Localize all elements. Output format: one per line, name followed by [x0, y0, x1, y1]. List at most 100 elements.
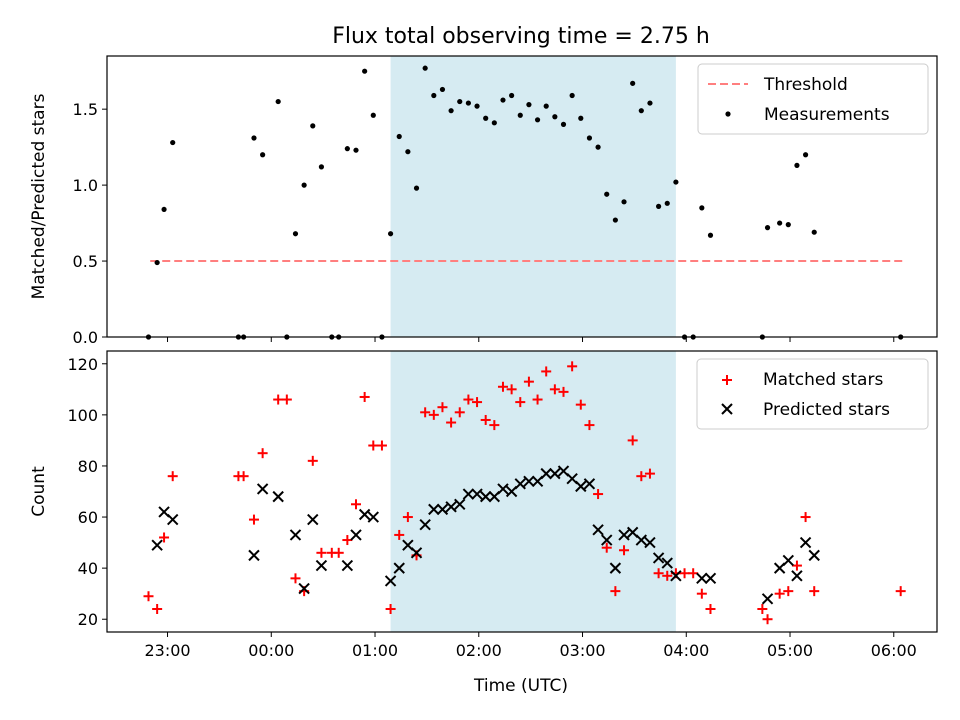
measurement-point [491, 120, 497, 126]
matched-star-marker [159, 532, 170, 543]
predicted-star-marker [670, 570, 682, 582]
predicted-star-marker [696, 572, 708, 585]
measurement-point [630, 80, 636, 86]
matched-star-marker [238, 471, 249, 482]
matched-star-marker [575, 399, 586, 410]
matched-star-marker [480, 414, 491, 425]
legend-box [696, 358, 929, 430]
measurement-point [457, 98, 463, 105]
measurement-point [656, 203, 662, 209]
predicted-star-marker [367, 511, 379, 523]
predicted-star-marker [791, 570, 803, 582]
matched-star-marker [257, 448, 268, 459]
measurement-point [604, 191, 610, 197]
measurement-point [387, 231, 394, 237]
predicted-star-marker [298, 582, 310, 595]
predicted-star-marker [652, 552, 665, 564]
count-panel: 23:00 00:00 01:00 02:00 03:00 04:00 05:00 06:00… [29, 350, 938, 660]
matched-star-marker [662, 570, 673, 581]
predicted-star-marker [497, 483, 509, 495]
legend-measurement-swatch [725, 111, 731, 117]
predicted-star-marker [358, 508, 371, 521]
y-tick-label: 1.0 [73, 176, 98, 195]
measurement-point [422, 65, 428, 71]
predicted-star-marker [540, 467, 552, 480]
count-panel-frame [106, 350, 938, 633]
matched-star-marker [428, 409, 439, 420]
measurement-point [673, 179, 679, 185]
legend-measurements-label: Measurements [764, 105, 890, 125]
matched-star-marker [688, 568, 699, 579]
x-tick-label: 03:00 [559, 641, 605, 660]
predicted-star-marker [704, 572, 717, 585]
predicted-star-marker [428, 503, 440, 516]
x-tick-label: 00:00 [248, 641, 294, 660]
measurement-point [500, 97, 506, 103]
measurement-point [413, 185, 420, 191]
matched-star-marker [273, 394, 284, 405]
matched-star-marker [248, 514, 259, 525]
count-y-axis-label: Count [29, 466, 49, 517]
predicted-star-marker [151, 539, 163, 551]
measurement-point [595, 144, 601, 150]
matched-star-marker [351, 499, 361, 510]
matched-star-marker [515, 397, 526, 408]
matched-star-marker [705, 604, 716, 615]
measurement-point [647, 100, 653, 106]
measurement-point [638, 108, 644, 114]
y-tick-label: 0.0 [73, 328, 98, 347]
matched-star-marker [532, 394, 543, 405]
predicted-star-marker [592, 524, 604, 536]
measurement-point [552, 114, 558, 120]
observing-window-shade [390, 351, 676, 632]
matched-star-marker [762, 614, 773, 625]
predicted-star-marker [799, 536, 812, 549]
measurement-point [161, 206, 167, 213]
matched-star-marker [342, 535, 353, 546]
measurement-point [578, 115, 584, 121]
matched-star-marker [679, 568, 690, 579]
legend-threshold-label: Threshold [763, 75, 848, 95]
predicted-star-marker [410, 547, 423, 559]
measurement-point [396, 133, 402, 140]
measurement-point [785, 222, 791, 228]
predicted-star-marker [583, 478, 596, 490]
matched-star-marker [541, 366, 552, 377]
measurement-point [699, 205, 705, 211]
matched-star-marker [437, 402, 448, 413]
predicted-star-marker [514, 478, 526, 490]
y-tick-label: 120 [67, 355, 98, 374]
matched-star-marker [463, 394, 474, 405]
predicted-star-marker [350, 529, 362, 541]
matched-star-marker [593, 489, 604, 500]
predicted-star-marker [782, 554, 794, 567]
matched-star-marker [558, 386, 569, 397]
matched-star-marker [696, 588, 707, 599]
matched-star-marker [800, 512, 811, 523]
y-tick-label: 20 [78, 610, 98, 629]
measurement-point [483, 115, 489, 121]
measurement-point [777, 220, 783, 226]
predicted-star-marker [393, 562, 405, 574]
predicted-star-marker [462, 488, 475, 500]
predicted-star-marker [808, 549, 820, 562]
matched-star-marker [143, 591, 154, 602]
measurement-point [251, 135, 257, 141]
measurement-point [517, 112, 523, 118]
matched-star-marker [523, 376, 534, 387]
measurement-point [170, 139, 176, 146]
predicted-star-marker [523, 475, 535, 487]
predicted-star-marker [609, 562, 622, 574]
measurement-point [707, 232, 714, 238]
matched-star-marker [653, 568, 664, 579]
measurement-point [448, 108, 454, 114]
matched-star-marker [333, 547, 344, 558]
predicted-star-marker [661, 557, 673, 569]
matched-star-marker [385, 604, 396, 615]
matched-star-marker [454, 407, 465, 418]
y-tick-label: 0.5 [73, 252, 98, 271]
legend-predicted-label: Predicted stars [763, 400, 890, 420]
measurement-point [569, 92, 575, 99]
measurement-point [301, 182, 307, 188]
